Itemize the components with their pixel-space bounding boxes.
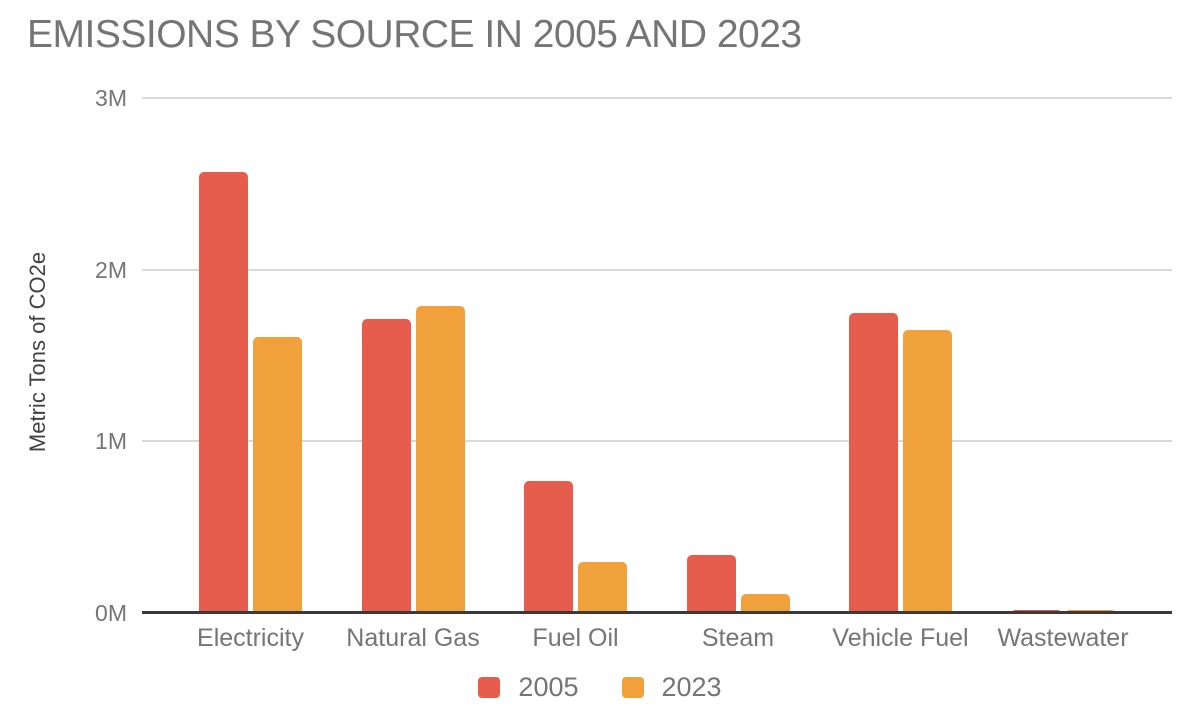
legend: 2005 2023 [0,668,1200,706]
legend-label-2005: 2005 [518,671,579,702]
gridline-2m [142,268,1172,271]
legend-item-2005: 2005 [478,671,579,703]
bar-2023-natural-gas [415,305,465,613]
y-tick-label-3m: 3M [95,85,127,111]
x-axis-line [142,611,1172,614]
legend-swatch-2023 [621,676,644,698]
x-axis-label-steam: Steam [701,624,775,652]
x-axis-label-electricity: Electricity [197,624,304,652]
gridline-3m [142,97,1172,99]
bar-2023-fuel-oil [578,561,627,613]
legend-item-2023: 2023 [621,671,722,703]
x-axis-label-natural-gas: Natural Gas [346,624,480,652]
bar-2005-electricity [199,171,248,613]
legend-label-2023: 2023 [661,671,722,702]
x-axis-label-vehicle-fuel: Vehicle Fuel [832,624,969,652]
y-tick-label-2m: 2M [95,256,127,283]
bar-2023-vehicle-fuel [903,329,952,613]
y-tick-label-1m: 1M [95,428,127,455]
bar-2005-steam [686,554,736,613]
bar-2005-fuel-oil [524,480,573,613]
legend-swatch-2005 [478,676,501,698]
bar-2005-natural-gas [361,319,411,613]
y-tick-label-0m: 0M [95,600,127,626]
gridline-1m [142,440,1172,443]
bar-2005-vehicle-fuel [849,312,898,613]
x-axis-label-wastewater: Wastewater [997,624,1129,652]
bar-2023-steam [740,594,790,613]
x-axis-label-fuel-oil: Fuel Oil [532,624,619,652]
bar-2023-electricity [253,336,302,613]
chart-title: EMISSIONS BY SOURCE IN 2005 AND 2023 [27,13,802,56]
